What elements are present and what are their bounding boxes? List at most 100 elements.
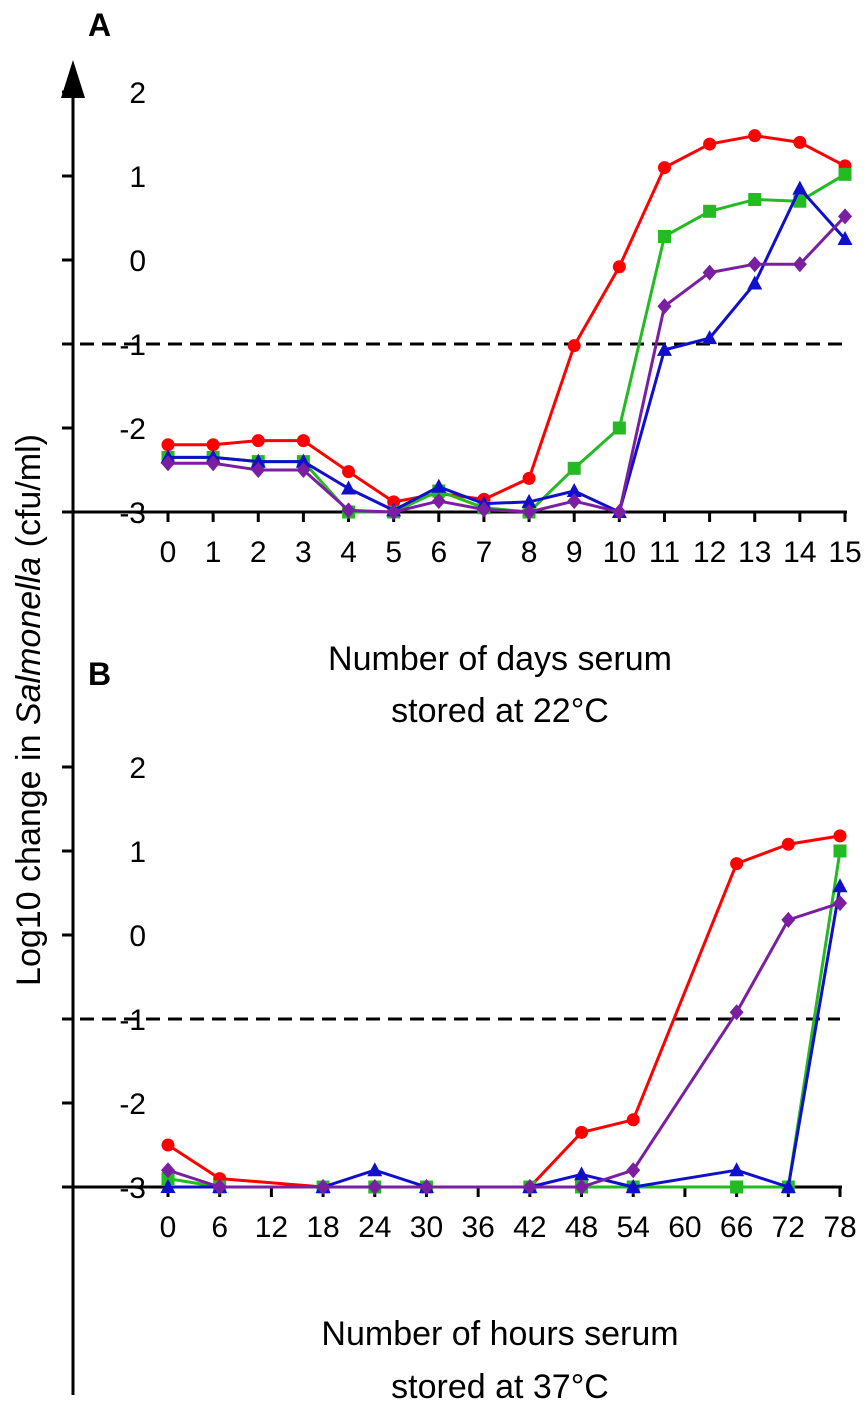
panel-a-series-4-point [657, 298, 672, 315]
panel-b-label: B [88, 656, 111, 692]
panel-b-ytick-label: 2 [129, 752, 146, 785]
panel-a-ytick-label: 0 [129, 245, 146, 278]
panel-a-xlabel-line1: Number of days serum [328, 640, 672, 678]
panel-b-xtick-label: 18 [306, 1211, 339, 1244]
panel-a-series-2-point [838, 167, 852, 181]
y-axis-title-prefix: Log10 change in [10, 725, 48, 986]
panel-a-xtick-label: 12 [693, 536, 726, 569]
panel-b-series-2-point [833, 844, 847, 858]
panel-a-series-4-point [792, 256, 807, 273]
panel-b-series-4-point [574, 1179, 589, 1195]
panel-a-series-2-point [612, 421, 626, 435]
panel-b-series-3-line [168, 886, 842, 1189]
panel-b-series-3-point [574, 1166, 590, 1181]
panel-a-xtick-label: 11 [649, 536, 680, 569]
panel-b-series-3-point [367, 1162, 383, 1177]
panel-a-series-2-point [703, 204, 717, 218]
panel-a-series-3-point [702, 330, 718, 345]
panel-b-xtick-label: 78 [823, 1211, 856, 1244]
panel-b-xtick-label: 36 [461, 1211, 494, 1244]
panel-b-ytick-label: -2 [119, 1088, 146, 1121]
panel-a-series-3-point [837, 231, 853, 245]
panel-b-xtick-label: 48 [565, 1211, 598, 1244]
panel-b-series-4-point [729, 1004, 744, 1021]
panel-a-series-1-point [522, 471, 536, 485]
panel-a-xtick-label: 7 [476, 536, 493, 569]
panel-a-xtick-label: 3 [295, 536, 312, 569]
panel-a-ytick-label: 1 [129, 161, 146, 194]
panel-a-xtick-label: 6 [430, 536, 447, 569]
panel-a-series-1-point [793, 135, 807, 149]
panel-a-ytick-label: 2 [129, 77, 146, 110]
panel-a-xtick-label: 4 [340, 536, 357, 569]
panel-a-series-1-point [342, 465, 356, 479]
panel-a-series-2-point [657, 229, 671, 243]
panel-a-series-4-point [522, 504, 537, 520]
panel-a-series-1-point [703, 137, 717, 151]
panel-a-series-1-point [161, 438, 175, 452]
panel-b-series-3-point [832, 878, 848, 893]
panel-a-series-2-point [567, 461, 581, 475]
panel-b-xtick-label: 72 [772, 1211, 805, 1244]
panel-b-xlabel-line1: Number of hours serum [321, 1315, 678, 1353]
panel-b-series-1-point [833, 829, 847, 843]
panel-a-series-4-point [161, 455, 175, 472]
panel-b-series-2-point [161, 1172, 175, 1186]
panel-a-series-1-point [657, 161, 671, 175]
panel-a-series-3-point [747, 275, 763, 290]
panel-b-series-4-line [167, 901, 841, 1189]
panel-b-series-1-point [626, 1113, 640, 1127]
panel-b-series-3-point [780, 1179, 796, 1193]
panel-a-series-3-point [521, 493, 537, 508]
panel-a-series-1-point [206, 438, 220, 452]
panel-a-series-3-line [168, 187, 847, 514]
panel-a-series-3-point [656, 341, 672, 356]
panel-b-series-1-point [575, 1125, 589, 1139]
panel-a-xlabel-line2: stored at 22°C [391, 692, 609, 730]
panel-a-xtick-label: 14 [783, 536, 816, 569]
panel-b-series-4-point [161, 1162, 175, 1179]
panel-a-xtick-label: 5 [385, 536, 402, 569]
panel-b-xtick-label: 66 [720, 1211, 753, 1244]
panel-a-series-3-point [431, 478, 447, 493]
panel-a-series-4-point [386, 504, 401, 520]
panel-b-xtick-label: 42 [513, 1211, 546, 1244]
panel-b-xtick-label: 60 [668, 1211, 701, 1244]
panel-a-series-3-point [295, 453, 311, 468]
panel-b-xtick-label: 12 [255, 1211, 288, 1244]
panel-b-series-4-point [367, 1179, 382, 1195]
y-axis-arrowhead [61, 60, 85, 98]
panel-a-series-4-point [431, 493, 446, 510]
panel-b-ytick-label: 1 [129, 836, 146, 869]
panel-b-ytick-label: 0 [129, 920, 146, 953]
panel-a-xtick-label: 0 [160, 536, 177, 569]
panel-b-series-2-point [730, 1180, 744, 1194]
panel-b-series-4-point [626, 1162, 641, 1179]
panel-a-series-3-point [792, 180, 808, 195]
panel-a-xtick-label: 1 [205, 536, 222, 569]
panel-a-series-4-point [206, 455, 221, 472]
panel-b-series-4-point [522, 1179, 537, 1195]
panel-a-xtick-label: 15 [828, 536, 861, 569]
panel-a-series-4-point [702, 264, 717, 281]
panel-b-xtick-label: 0 [160, 1211, 177, 1244]
panel-a-series-1-point [612, 260, 626, 274]
panel-a-series-4-point [838, 208, 852, 225]
panel-a-series-2-point [748, 193, 762, 207]
panel-a-series-1-line [168, 134, 846, 504]
panel-a-xtick-label: 2 [250, 536, 267, 569]
panel-b-series-1-point [730, 857, 744, 871]
panel-a-series-1-point [567, 339, 581, 353]
y-axis-title: Log10 change in Salmonella (cfu/ml) [10, 434, 48, 986]
panel-b-series-1-point [161, 1138, 175, 1152]
panel-b-series-4-point [781, 911, 796, 928]
panel-a-xtick-label: 10 [603, 536, 636, 569]
panel-a-series-1-point [387, 495, 401, 509]
panel-a-xtick-label: 8 [521, 536, 538, 569]
panel-a-series-4-point [296, 462, 311, 478]
panel-a: A Number of days serum stored at 22°C -3… [62, 7, 862, 730]
panel-b-xtick-label: 54 [617, 1211, 650, 1244]
panel-a-series-4-point [476, 501, 491, 518]
panel-a-series-4-point [612, 504, 627, 520]
